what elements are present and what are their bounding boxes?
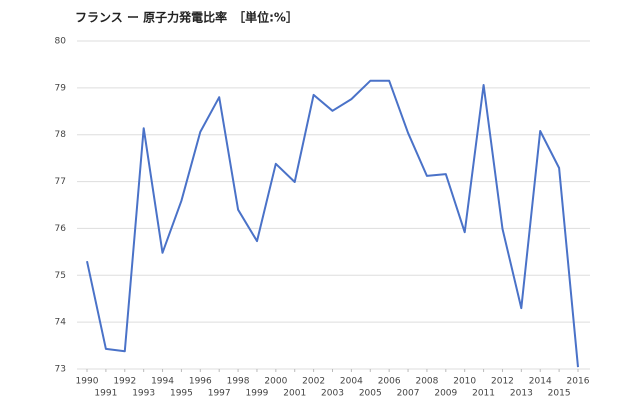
x-tick-label: 2007: [397, 389, 420, 399]
x-tick-label: 1990: [76, 377, 99, 387]
x-tick-label: 1992: [113, 377, 136, 387]
y-tick-label: 78: [55, 130, 67, 140]
chart-title: フランス ー 原子力発電比率 ［単位:%］: [75, 10, 298, 25]
x-tick-label: 1997: [208, 389, 231, 399]
x-tick-label: 1995: [170, 389, 193, 399]
y-tick-label: 73: [55, 365, 66, 375]
x-tick-label: 1999: [246, 389, 269, 399]
y-tick-label: 77: [55, 177, 66, 187]
x-tick-label: 2012: [491, 377, 514, 387]
y-tick-label: 74: [55, 318, 67, 328]
x-tick-label: 2001: [283, 389, 306, 399]
x-tick-label: 1993: [132, 389, 155, 399]
x-tick-label: 2014: [529, 377, 552, 387]
x-tick-label: 2013: [510, 389, 533, 399]
y-tick-label: 76: [55, 224, 67, 234]
y-tick-label: 75: [55, 271, 66, 281]
x-tick-label: 2002: [302, 377, 325, 387]
y-tick-label: 80: [55, 37, 67, 47]
x-tick-label: 2004: [340, 377, 363, 387]
data-line: [86, 79, 579, 368]
x-tick-label: 2006: [378, 377, 401, 387]
x-tick-label: 1998: [227, 377, 250, 387]
x-tick-label: 1994: [151, 377, 174, 387]
x-tick-label: 2005: [359, 389, 382, 399]
y-tick-label: 79: [55, 83, 67, 93]
x-tick-label: 2008: [415, 377, 438, 387]
x-tick-label: 2010: [453, 377, 476, 387]
x-tick-label: 2003: [321, 389, 344, 399]
x-tick-label: 2016: [567, 377, 590, 387]
x-tick-label: 1996: [189, 377, 212, 387]
x-tick-label: 2011: [472, 389, 495, 399]
x-tick-label: 1991: [94, 389, 117, 399]
x-tick-label: 2000: [264, 377, 287, 387]
x-tick-label: 2015: [548, 389, 571, 399]
x-tick-label: 2009: [434, 389, 457, 399]
